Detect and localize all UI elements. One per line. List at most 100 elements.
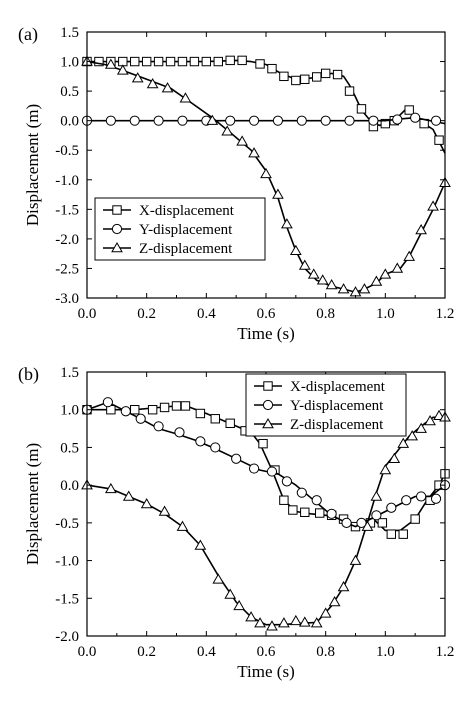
- data-point: [130, 56, 140, 67]
- data-point: [177, 115, 188, 126]
- data-point: [391, 262, 404, 273]
- y-tick-label: -2.5: [55, 261, 79, 277]
- y-tick-label: 1.0: [60, 55, 79, 71]
- x-tick-label: 0.6: [257, 644, 276, 660]
- data-point: [153, 421, 164, 432]
- y-tick-label: -1.0: [55, 173, 79, 189]
- x-tick-label: 0.0: [78, 306, 97, 322]
- data-point: [424, 415, 436, 426]
- data-point: [430, 493, 442, 504]
- data-point: [298, 616, 311, 627]
- data-point: [248, 463, 260, 474]
- data-point: [105, 115, 116, 126]
- legend-label: X-displacement: [139, 203, 235, 219]
- data-point: [254, 617, 266, 628]
- x-tick-label: 1.2: [436, 644, 455, 660]
- x-tick-label: 0.8: [316, 306, 335, 322]
- data-point: [332, 69, 343, 80]
- legend-marker-square-icon: [112, 205, 122, 215]
- data-point: [140, 497, 153, 509]
- data-point: [206, 114, 219, 125]
- data-point: [370, 275, 383, 286]
- data-point: [102, 397, 113, 408]
- data-point: [221, 125, 234, 136]
- legend-marker-triangle-icon: [111, 241, 123, 253]
- x-tick-label: 0.4: [197, 644, 216, 660]
- data-point: [430, 115, 442, 126]
- y-tick-label: 0.5: [60, 440, 79, 456]
- y-tick-label: -1.0: [55, 554, 79, 570]
- data-point: [171, 401, 182, 411]
- data-point: [94, 56, 104, 67]
- data-point: [388, 452, 401, 463]
- y-tick-label: 1.0: [60, 403, 79, 419]
- x-axis-title: Time (s): [237, 324, 294, 343]
- data-point: [312, 72, 322, 82]
- data-point: [288, 505, 298, 515]
- data-point: [130, 405, 140, 415]
- data-point: [398, 529, 408, 539]
- data-point: [248, 115, 260, 126]
- data-point: [260, 167, 272, 179]
- series-y-displacement: [81, 397, 451, 528]
- data-point: [147, 405, 158, 415]
- data-point: [356, 104, 367, 114]
- data-point: [195, 408, 206, 419]
- data-point: [319, 607, 332, 618]
- data-point: [237, 55, 247, 66]
- data-point: [392, 114, 403, 125]
- x-tick-label: 0.2: [137, 306, 156, 322]
- data-point: [272, 188, 284, 199]
- data-point: [279, 71, 289, 82]
- series-z-displacement: [81, 409, 451, 631]
- data-point: [370, 490, 383, 501]
- data-point: [158, 505, 171, 516]
- data-point: [266, 466, 278, 477]
- data-point: [356, 517, 367, 528]
- data-point: [307, 268, 320, 279]
- data-point: [410, 112, 421, 123]
- data-point: [146, 78, 159, 89]
- data-point: [153, 115, 164, 126]
- y-tick-label: -0.5: [55, 516, 79, 532]
- data-point: [279, 495, 289, 505]
- data-point: [300, 74, 310, 84]
- data-point: [328, 596, 341, 607]
- data-point: [212, 573, 225, 584]
- y-tick-label: 1.5: [60, 25, 79, 41]
- data-point: [386, 529, 397, 539]
- data-point: [337, 283, 350, 294]
- data-point: [201, 56, 212, 67]
- data-point: [210, 442, 221, 453]
- data-point: [415, 224, 427, 235]
- data-point: [236, 135, 248, 146]
- panel-label: (a): [18, 24, 38, 45]
- data-point: [315, 508, 325, 518]
- y-tick-label: -2.0: [55, 232, 79, 248]
- data-point: [189, 56, 200, 67]
- data-point: [427, 200, 439, 211]
- data-point: [320, 68, 331, 79]
- data-point: [358, 283, 371, 294]
- chart-panel-b: (b) 0.0 0.2 0.4 0.6 0.8 1.0 1.2 -2.0 -1.5 -1.0 -0.5…: [18, 364, 454, 681]
- data-point: [231, 453, 242, 464]
- data-point: [311, 495, 322, 506]
- x-tick-label: 1.0: [376, 306, 395, 322]
- legend-marker-circle-icon: [111, 223, 123, 235]
- y-tick-label: -0.5: [55, 143, 79, 159]
- data-point: [291, 75, 301, 86]
- x-tick-label: 1.2: [436, 306, 455, 322]
- data-point: [131, 72, 144, 83]
- data-point: [349, 554, 362, 565]
- data-point: [377, 518, 388, 528]
- data-point: [165, 56, 176, 67]
- data-point: [406, 430, 419, 441]
- data-point: [404, 105, 414, 115]
- data-point: [195, 436, 206, 447]
- data-point: [116, 64, 129, 75]
- data-point: [177, 56, 188, 67]
- data-point: [310, 617, 323, 628]
- data-point: [272, 115, 284, 126]
- data-point: [267, 63, 277, 74]
- data-point: [129, 115, 140, 126]
